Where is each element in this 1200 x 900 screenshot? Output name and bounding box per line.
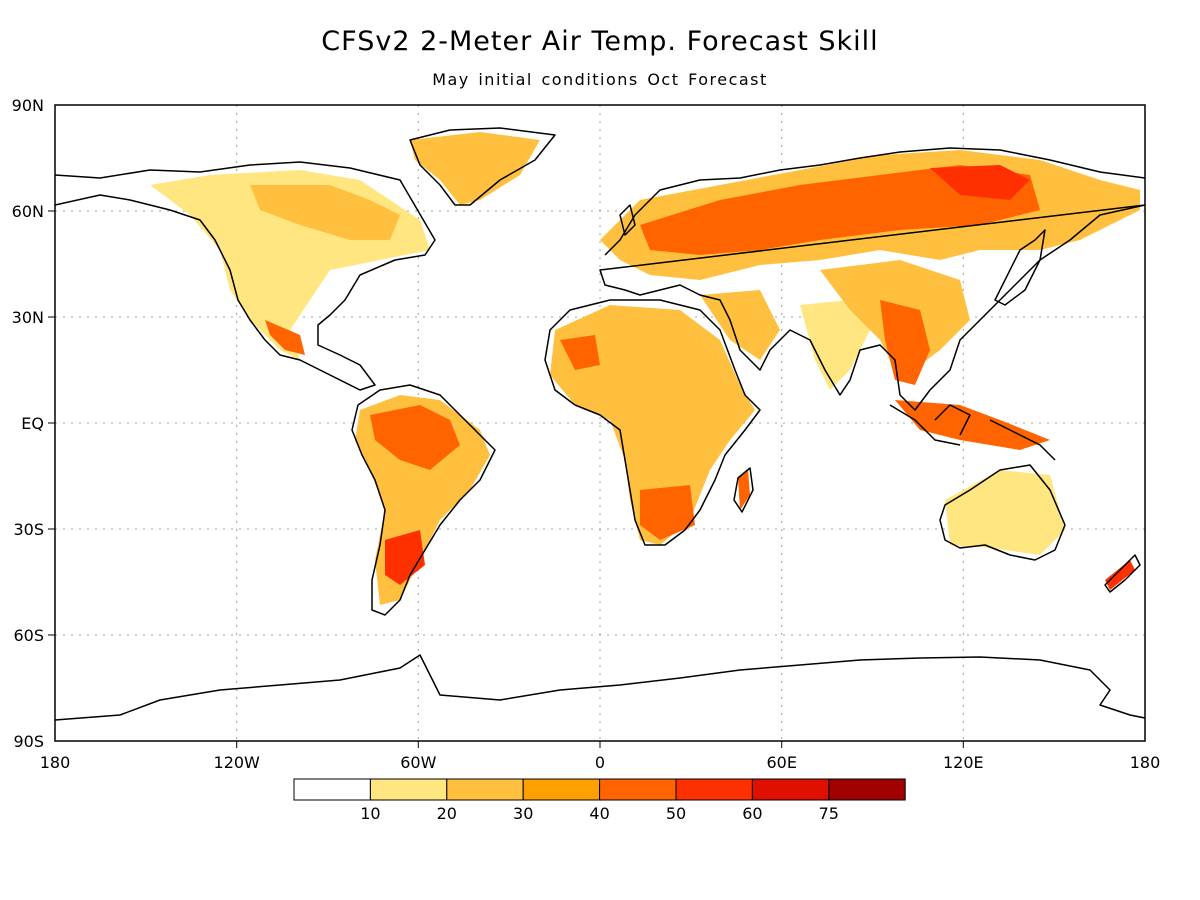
lat-labels: 90N 60N 30N EQ 30S 60S 90S: [12, 96, 44, 751]
colorbar-label: 60: [742, 804, 762, 823]
coast-madagascar: [733, 467, 754, 513]
colorbar-label: 10: [360, 804, 380, 823]
lon-label: 180: [1130, 753, 1161, 772]
colorbar-swatch: [522, 778, 601, 801]
coast-antarctica: [55, 654, 1145, 721]
shade-argentina: [385, 530, 425, 585]
lon-label: 120W: [214, 753, 261, 772]
colorbar-label: 75: [819, 804, 839, 823]
shade-new-zealand: [1105, 560, 1135, 590]
lon-label: 0: [595, 753, 605, 772]
coastlines: [55, 127, 1145, 721]
shade-africa: [550, 305, 755, 545]
coast-north-america: [55, 161, 436, 391]
colorbar-swatch: [751, 778, 830, 801]
colorbar-label: 20: [437, 804, 457, 823]
shade-sahara-orange: [560, 335, 600, 370]
colorbar-label: 50: [666, 804, 686, 823]
shade-australia: [945, 470, 1065, 555]
shade-madagascar: [738, 470, 750, 510]
coast-africa: [544, 299, 761, 546]
coast-south-america: [351, 384, 496, 616]
coast-indonesia: [889, 404, 1056, 461]
coast-japan: [994, 229, 1046, 306]
shade-russia-orange: [640, 165, 1040, 255]
lon-labels: 180 120W 60W 0 60E 120E 180: [40, 753, 1161, 772]
shade-india: [800, 300, 870, 390]
colorbar-swatch: [675, 778, 753, 801]
shade-amazon: [370, 405, 460, 470]
skill-shading: [150, 132, 1140, 605]
coast-australia: [939, 464, 1066, 561]
lat-label: 60N: [12, 202, 44, 221]
shade-siberia-red: [930, 165, 1030, 200]
colorbar-label: 40: [589, 804, 609, 823]
coast-greenland: [409, 127, 556, 206]
lat-label: EQ: [21, 414, 44, 433]
colorbar: 10 20 30 40 50 60 75: [293, 778, 906, 823]
shade-canada-orange: [250, 185, 400, 240]
map-subtitle: May initial conditions Oct Forecast: [432, 70, 768, 89]
lon-label: 60W: [400, 753, 436, 772]
lat-label: 90S: [13, 732, 44, 751]
lat-label: 30N: [12, 308, 44, 327]
shade-middle-east: [700, 290, 780, 360]
shade-se-asia: [880, 300, 930, 385]
lat-label: 60S: [13, 626, 44, 645]
colorbar-swatch: [369, 778, 448, 801]
shade-indonesia: [895, 400, 1050, 450]
shade-mexico: [265, 320, 305, 355]
lon-label: 60E: [766, 753, 796, 772]
coast-eurasia: [599, 147, 1145, 411]
lat-label: 30S: [13, 520, 44, 539]
map-title: CFSv2 2-Meter Air Temp. Forecast Skill: [321, 26, 879, 57]
coast-new-zealand: [1104, 554, 1141, 593]
colorbar-swatch: [828, 778, 906, 801]
lat-label: 90N: [12, 96, 44, 115]
colorbar-swatch: [293, 778, 371, 801]
shade-southern-africa: [640, 485, 695, 540]
colorbar-swatch: [599, 778, 677, 801]
coast-uk: [619, 204, 636, 236]
shade-greenland: [410, 132, 540, 205]
lon-label: 120E: [943, 753, 984, 772]
colorbar-swatch: [446, 778, 524, 801]
colorbar-label: 30: [513, 804, 533, 823]
tick-marks: [48, 210, 964, 748]
lon-label: 180: [40, 753, 71, 772]
